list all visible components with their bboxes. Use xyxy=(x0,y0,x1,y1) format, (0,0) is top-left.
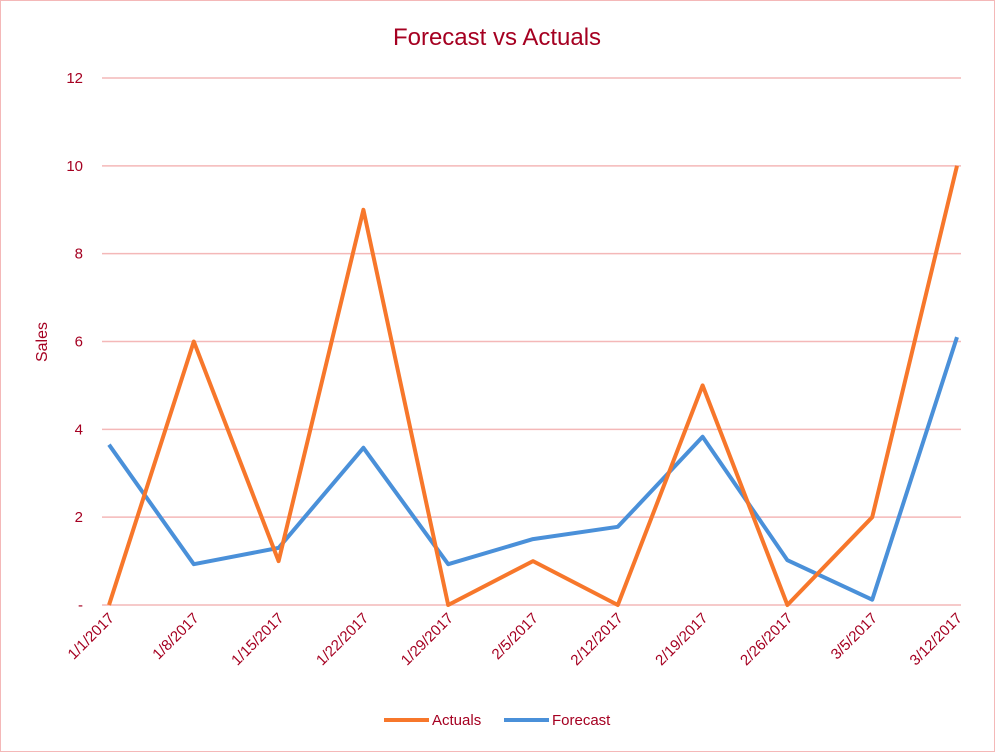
legend-label-forecast: Forecast xyxy=(552,712,611,729)
x-tick-label: 2/26/2017 xyxy=(737,610,796,669)
y-tick-label: 8 xyxy=(75,246,83,263)
x-tick-label: 1/1/2017 xyxy=(65,610,118,663)
y-tick-label: 6 xyxy=(75,334,83,351)
y-tick-label: - xyxy=(78,597,83,614)
y-tick-labels: - 2 4 6 8 10 12 xyxy=(66,70,83,614)
x-tick-label: 1/22/2017 xyxy=(313,610,372,669)
x-tick-label: 2/5/2017 xyxy=(489,610,542,663)
y-axis-label: Sales xyxy=(34,322,51,362)
x-tick-label: 1/29/2017 xyxy=(398,610,457,669)
series-lines xyxy=(107,165,959,607)
x-tick-labels: 1/1/2017 1/8/2017 1/15/2017 1/22/2017 1/29/2… xyxy=(65,610,966,669)
chart-title: Forecast vs Actuals xyxy=(393,24,601,51)
y-tick-label: 10 xyxy=(66,158,83,175)
x-tick-label: 2/12/2017 xyxy=(567,610,626,669)
x-tick-label: 1/15/2017 xyxy=(228,610,287,669)
x-tick-label: 3/12/2017 xyxy=(907,610,966,669)
y-tick-label: 2 xyxy=(75,509,83,526)
legend: Actuals Forecast xyxy=(384,712,611,729)
x-tick-label: 3/5/2017 xyxy=(828,610,881,663)
y-tick-label: 4 xyxy=(75,421,83,438)
y-tick-label: 12 xyxy=(66,70,83,87)
legend-label-actuals: Actuals xyxy=(432,712,481,729)
x-tick-label: 2/19/2017 xyxy=(652,610,711,669)
series-line-actuals xyxy=(107,165,959,607)
x-tick-label: 1/8/2017 xyxy=(149,610,202,663)
gridlines xyxy=(102,77,961,606)
